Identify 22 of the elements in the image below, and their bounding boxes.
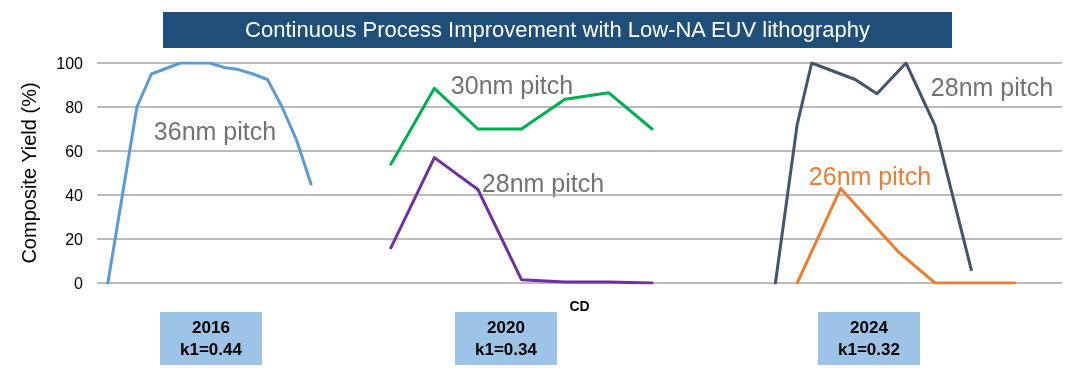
text: k1=0.44 (179, 338, 243, 361)
y-tick-label: 100 (56, 54, 84, 72)
line-series (106, 61, 313, 285)
y-tick-label: 60 (65, 142, 84, 160)
y-tick-label: 40 (65, 186, 84, 204)
series-label: 36nm pitch (153, 117, 277, 145)
y-axis-title: Composite Yield (%) (18, 82, 40, 264)
text: k1=0.32 (837, 338, 901, 361)
y-tick-label: 20 (65, 230, 84, 248)
series-label: 30nm pitch (450, 71, 574, 99)
text: 2020 (486, 316, 526, 339)
text: 2016 (191, 316, 231, 339)
text: k1=0.34 (474, 338, 538, 361)
y-tick-label: 0 (74, 274, 84, 292)
line-series (389, 156, 654, 285)
series-label: 28nm pitch (481, 169, 605, 197)
text: 2024 (849, 316, 889, 339)
series-label: 26nm pitch (808, 162, 932, 190)
chart-title: Continuous Process Improvement with Low-NA EUV lithography (163, 12, 952, 48)
x-axis-title: CD (569, 298, 590, 314)
y-tick-label: 80 (65, 98, 84, 116)
series-label: 28nm pitch (930, 73, 1054, 101)
